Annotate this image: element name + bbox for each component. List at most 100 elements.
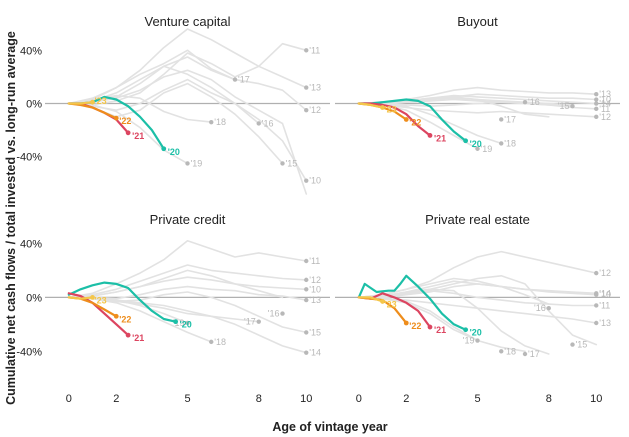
x-axis-title: Age of vintage year (272, 420, 387, 434)
vintage-label: '16 (262, 118, 274, 128)
older-vintage-line (68, 285, 308, 301)
panel-title: Venture capital (144, 14, 230, 29)
vintage-end-dot (256, 319, 261, 324)
y-tick-label: 40% (20, 45, 42, 57)
y-tick-label: -40% (16, 152, 42, 164)
vintage-end-dot (304, 85, 309, 90)
vintage-end-dot (594, 303, 599, 308)
panel-venture-capital: Venture capital 40% 0% -40% '11 '13 '12 '15 '10 '… (16, 14, 330, 195)
vintage-end-dot (594, 97, 599, 102)
vintage-label: '17 (238, 75, 250, 85)
vintage-label: '15 (576, 340, 588, 350)
vintage-end-dot (499, 349, 504, 354)
vintage-line-v23 (67, 296, 94, 300)
vintage-label-v23: '23 (95, 96, 107, 106)
x-tick-label: 2 (403, 393, 409, 405)
older-vintage-line (68, 240, 308, 299)
y-tick-label: 0% (26, 292, 42, 304)
vintage-label-v21: '21 (434, 133, 446, 143)
vintage-end-dot (463, 327, 469, 333)
vintage-label: '13 (599, 89, 611, 99)
vintage-label-v22: '22 (409, 117, 421, 127)
vintage-end-dot (594, 292, 599, 297)
vintage-label: '16 (528, 97, 540, 107)
older-vintage-line (357, 277, 550, 305)
vintage-line-v20 (67, 281, 177, 323)
vintage-end-dot (499, 117, 504, 122)
vintage-label-v20: '20 (470, 328, 482, 338)
older-vintage-line (357, 98, 574, 107)
vintage-end-dot (594, 114, 599, 120)
older-vintage-line (357, 283, 598, 299)
vintage-end-dot (594, 101, 599, 106)
vintage-end-dot (125, 130, 131, 136)
vintage-end-dot (463, 138, 469, 144)
vintage-label-v20: '20 (470, 139, 482, 149)
vintage-label: '12 (599, 268, 611, 278)
vintage-end-dot (173, 319, 179, 325)
x-tick-label: 0 (356, 393, 362, 405)
vintage-label: '14 (309, 348, 321, 358)
vintage-label: '10 (599, 95, 611, 105)
vintage-label: '12 (309, 275, 321, 285)
panel-private-real-estate: Private real estate 0 2 5 8 10 '12 '14'10'11 '13… (335, 212, 620, 405)
vintage-label-v20: '20 (168, 147, 180, 157)
vintage-label: '17 (244, 317, 256, 327)
vintage-end-dot (403, 117, 409, 122)
vintage-label: '15 (558, 101, 570, 111)
older-vintage-line (357, 296, 479, 342)
vintage-end-dot (570, 342, 575, 347)
vintage-end-dot (475, 146, 480, 151)
vintage-end-dot (90, 99, 95, 105)
vintage-label-v22: '22 (119, 116, 131, 126)
x-tick-label: 10 (590, 393, 602, 405)
older-vintage-line (68, 49, 236, 105)
vintage-label: '12 (309, 105, 321, 115)
older-vintage-line (68, 264, 308, 299)
vintage-end-dot (304, 277, 309, 283)
vintage-label: '18 (214, 337, 226, 347)
x-tick-label: 10 (300, 393, 312, 405)
vintage-line-v20 (357, 98, 467, 142)
vintage-label: '15 (309, 327, 321, 337)
older-vintage-line (68, 94, 213, 123)
vintage-line-v23 (357, 102, 384, 109)
vintage-line-v20 (357, 274, 467, 331)
vintage-label: '15 (286, 158, 298, 168)
vintage-label: '18 (504, 346, 516, 356)
vintage-label: '11 (599, 300, 610, 310)
vintage-end-dot (594, 106, 599, 112)
older-vintage-line (357, 274, 598, 346)
vintage-label: '13 (599, 318, 611, 328)
vintage-label-v21: '21 (132, 333, 144, 343)
panel-buyout: Buyout '13'10'14'11'12 '15 '16 '17 '18 '19'20 '… (335, 14, 620, 154)
vintage-line-v21 (67, 292, 130, 337)
y-axis-title: Cumulative net cash flows / total invest… (4, 31, 18, 405)
vintage-label-v21: '21 (132, 131, 144, 141)
vintage-end-dot (304, 287, 309, 292)
vintage-label: '11 (309, 45, 320, 55)
vintage-end-dot (209, 339, 214, 345)
vintage-end-dot (522, 351, 528, 357)
x-tick-label: 8 (256, 393, 262, 405)
vintage-label: '10 (309, 176, 321, 186)
vintage-label: '11 (599, 104, 610, 114)
older-vintage-line (68, 269, 284, 299)
vintage-end-dot (594, 270, 599, 276)
vintage-label: '10 (309, 284, 321, 294)
vintage-label: '19 (173, 318, 185, 328)
vintage-label-v22: '22 (409, 321, 421, 331)
vintage-label: '19 (463, 336, 475, 346)
vintage-label: '18 (214, 117, 226, 127)
panel-title: Private real estate (425, 212, 530, 227)
vintage-end-dot (185, 161, 190, 166)
vintage-end-dot (280, 311, 285, 316)
vintage-label-v23: '23 (95, 295, 107, 305)
vintage-end-dot (594, 320, 599, 326)
vintage-end-dot (427, 133, 433, 138)
older-vintage-line (68, 69, 308, 195)
panel-title: Private credit (150, 212, 226, 227)
vintage-end-dot (570, 103, 575, 109)
